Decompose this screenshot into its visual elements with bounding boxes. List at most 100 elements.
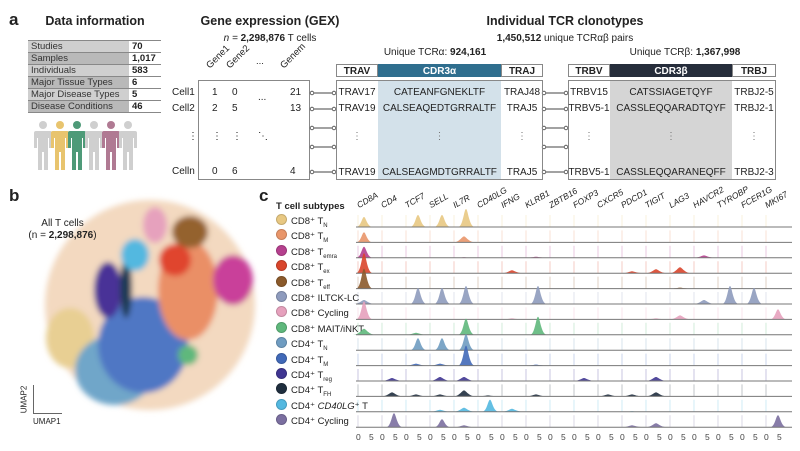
tcra-cell: ⋮ xyxy=(517,131,527,142)
legend-label: CD4⁺ Cycling xyxy=(291,416,349,428)
x-tick-0: 0 xyxy=(644,432,649,442)
connector-node xyxy=(563,169,569,175)
density-foxp3 xyxy=(573,378,596,381)
panel-c-letter: c xyxy=(259,186,269,205)
x-tick-0: 0 xyxy=(380,432,385,442)
gex-value: ... xyxy=(258,92,267,103)
density-il7r xyxy=(453,407,476,412)
tcra-header: TRAV xyxy=(336,64,378,77)
density-il7r xyxy=(458,334,475,351)
connector-node xyxy=(331,90,337,96)
tcra-cell: TRAJ5 xyxy=(506,167,538,178)
umap-cluster-cd8-cycling xyxy=(143,207,167,243)
legend-label: CD4⁺ T xyxy=(291,385,324,397)
tcrb-cell: TRBJ2-1 xyxy=(734,103,774,114)
gex-value: ⋮ xyxy=(232,131,242,142)
legend-subscript: N xyxy=(323,346,328,353)
info-label: Major Tissue Types xyxy=(28,76,129,89)
legend-subscript: M xyxy=(323,361,329,368)
density-tigit xyxy=(645,423,668,428)
density-il7r xyxy=(453,236,476,243)
density-lag3 xyxy=(669,315,692,320)
connector-node xyxy=(309,169,315,175)
x-tick-0: 0 xyxy=(356,432,361,442)
connector-node xyxy=(309,106,315,112)
tcrb-cell: CASSLEQQARANEQFF xyxy=(616,167,726,178)
gex-value: 21 xyxy=(290,87,302,98)
legend-item: CD4⁺ TFH xyxy=(276,383,331,398)
tcrb-header: CDR3β xyxy=(610,64,732,77)
info-label: Studies xyxy=(28,40,129,53)
info-row: Disease Conditions 46 xyxy=(28,100,161,113)
gex-value: ⋱ xyxy=(258,131,268,142)
x-tick-0: 0 xyxy=(428,432,433,442)
legend-subscript: eff xyxy=(323,284,330,291)
tcrb-cell: TRBJ2-3 xyxy=(734,167,774,178)
density-cd8a xyxy=(356,253,373,274)
tcra-cell: TRAV17 xyxy=(338,87,376,98)
gex-matrix-box xyxy=(198,80,310,180)
umap-cluster-cd8-temra xyxy=(213,255,253,305)
legend-label: CD8⁺ MAIT/iNKT xyxy=(291,323,365,335)
gex-value: 0 xyxy=(232,87,238,98)
info-row: Individuals 583 xyxy=(28,64,161,77)
tcra-cell: CALSEAGMDTGRRALTF xyxy=(382,167,497,178)
subtypes-title: T cell subtypes xyxy=(276,201,345,212)
x-tick-5: 5 xyxy=(585,432,590,442)
x-tick-0: 0 xyxy=(452,432,457,442)
density-tigit xyxy=(645,377,668,381)
legend-swatch xyxy=(276,291,287,302)
density-il7r xyxy=(458,286,475,304)
tcra-cdr3-bg xyxy=(378,80,501,180)
x-tick-0: 0 xyxy=(596,432,601,442)
tcra-header: CDR3α xyxy=(378,64,501,77)
gex-cell-label: Cell2 xyxy=(172,103,195,114)
person-icon xyxy=(51,121,69,170)
x-tick-0: 0 xyxy=(692,432,697,442)
connector-node xyxy=(309,90,315,96)
legend-swatch xyxy=(276,244,287,256)
gex-value: 6 xyxy=(232,166,238,177)
connector-node xyxy=(309,125,315,131)
legend-swatch xyxy=(276,306,287,318)
legend-label: CD8⁺ T xyxy=(291,216,324,227)
info-label: Disease Conditions xyxy=(28,100,129,113)
legend-subscript: N xyxy=(323,222,328,229)
person-icon xyxy=(68,121,86,170)
info-value: 6 xyxy=(129,76,161,89)
legend-item: CD8⁺ ILTCK-LC xyxy=(276,291,359,305)
beta-label: Unique TCRβ: xyxy=(629,47,696,58)
density-cd8a xyxy=(356,268,373,289)
info-row: Major Tissue Types 6 xyxy=(28,76,161,89)
x-tick-5: 5 xyxy=(513,432,518,442)
x-tick-5: 5 xyxy=(441,432,446,442)
legend-swatch xyxy=(276,275,287,287)
x-tick-0: 0 xyxy=(500,432,505,442)
x-tick-5: 5 xyxy=(633,432,638,442)
tcrb-cell: CATSSIAGETQYF xyxy=(629,87,713,98)
gex-value: ⋮ xyxy=(212,131,222,142)
info-row: Major Disease Types 5 xyxy=(28,88,161,101)
x-tick-5: 5 xyxy=(489,432,494,442)
density-havcr2 xyxy=(693,300,716,304)
umap-cluster-tfh xyxy=(120,258,132,318)
density-klrb1 xyxy=(530,286,547,304)
density-tcf7 xyxy=(410,338,427,351)
legend-label: CD8⁺ T xyxy=(291,262,324,274)
tcr-pairs: 1,450,512 unique TCRαβ pairs xyxy=(440,33,690,44)
connector-node xyxy=(563,144,569,150)
density-il7r xyxy=(453,390,476,397)
connector-lines xyxy=(309,90,569,175)
legend-item: CD4⁺ Treg xyxy=(276,368,332,383)
legend-item: CD8⁺ Teff xyxy=(276,275,330,291)
legend-label: CD8⁺ T xyxy=(291,246,324,258)
info-value: 5 xyxy=(129,88,161,101)
density-ifng xyxy=(501,270,524,274)
connector-node xyxy=(331,169,337,175)
tcrb-header: TRBV xyxy=(568,64,610,77)
x-tick-0: 0 xyxy=(524,432,529,442)
gex-title: Gene expression (GEX) xyxy=(200,14,340,28)
x-tick-5: 5 xyxy=(729,432,734,442)
tcrb-cell: TRBJ2-5 xyxy=(734,87,774,98)
connector-node xyxy=(563,125,569,131)
